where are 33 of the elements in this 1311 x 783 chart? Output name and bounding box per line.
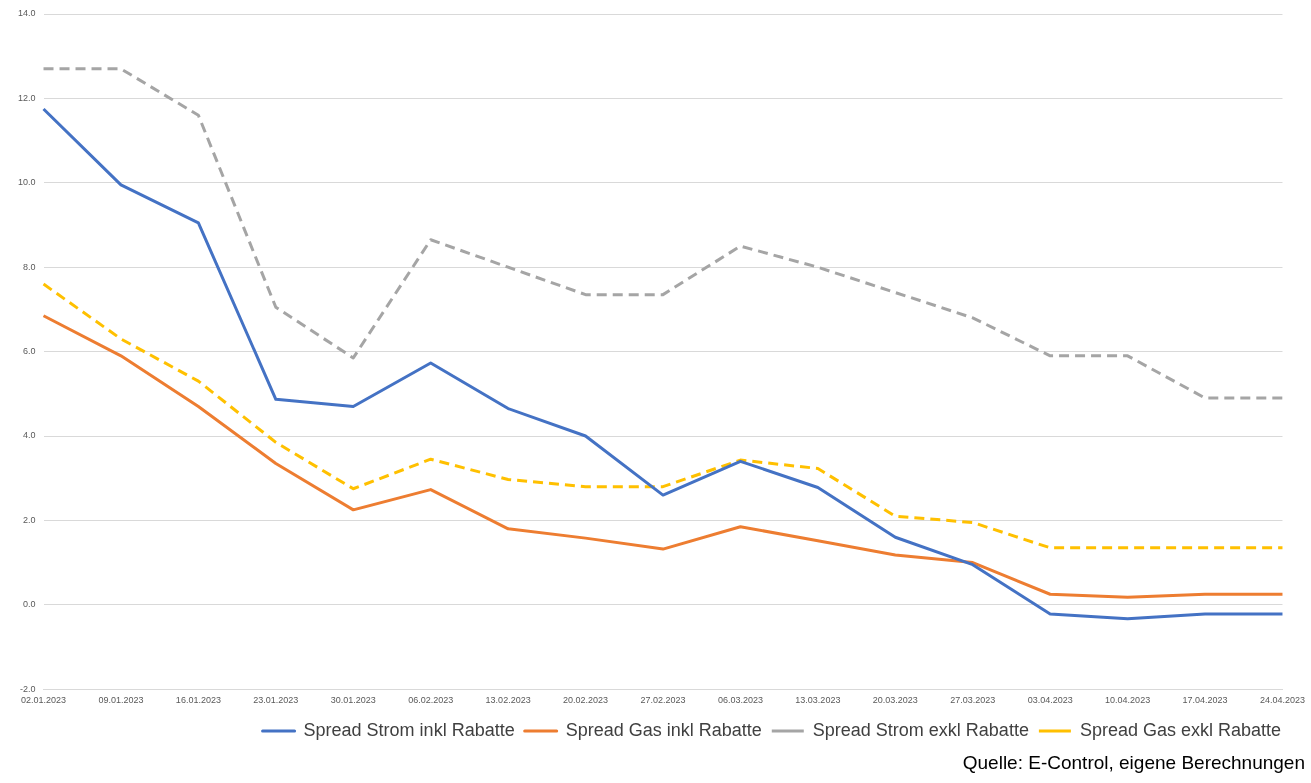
source-note: Quelle: E-Control, eigene Berechnungen (962, 752, 1305, 774)
x-tick-label: 03.04.2023 (1027, 695, 1073, 706)
x-tick-label: 30.01.2023 (330, 695, 376, 706)
y-tick-label: 14.0 (17, 8, 36, 19)
y-tick-label: 0.0 (23, 599, 36, 610)
x-tick-label: 13.03.2023 (795, 695, 841, 706)
y-tick-label: -2.0 (20, 683, 36, 694)
y-tick-label: 6.0 (23, 346, 36, 357)
legend-label: Spread Strom inkl Rabatte (303, 719, 515, 740)
legend-label: Spread Gas exkl Rabatte (1079, 719, 1282, 740)
y-tick-label: 10.0 (17, 177, 36, 188)
x-tick-label: 09.01.2023 (98, 695, 144, 706)
y-tick-label: 2.0 (23, 514, 36, 525)
x-tick-label: 27.02.2023 (640, 695, 686, 706)
x-tick-label: 02.01.2023 (20, 695, 67, 706)
x-tick-label: 16.01.2023 (175, 695, 221, 706)
x-tick-label: 24.04.2023 (1259, 695, 1305, 706)
line-series (42, 282, 1284, 550)
x-tick-label: 20.03.2023 (872, 695, 918, 706)
x-tick-label: 06.02.2023 (408, 695, 454, 706)
x-tick-label: 10.04.2023 (1105, 695, 1151, 706)
x-tick-label: 06.03.2023 (717, 695, 763, 706)
legend-label: Spread Strom exkl Rabatte (812, 719, 1029, 740)
x-tick-label: 13.02.2023 (485, 695, 531, 706)
y-tick-label: 12.0 (17, 92, 36, 103)
x-tick-label: 27.03.2023 (950, 695, 996, 706)
x-tick-label: 23.01.2023 (253, 695, 299, 706)
x-tick-label: 17.04.2023 (1182, 695, 1228, 706)
y-tick-label: 4.0 (23, 430, 36, 441)
line-series (42, 67, 1284, 400)
x-tick-label: 20.02.2023 (563, 695, 609, 706)
y-tick-label: 8.0 (23, 261, 36, 272)
legend-label: Spread Gas inkl Rabatte (565, 719, 762, 740)
